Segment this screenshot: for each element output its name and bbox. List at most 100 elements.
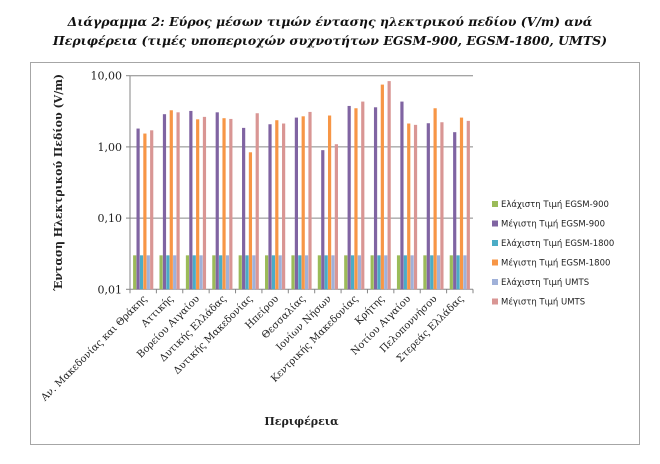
bar-6 xyxy=(150,130,154,290)
bar-1 xyxy=(370,255,374,290)
chart-title: Διάγραμμα 2: Εύρος μέσων τιμών έντασης η… xyxy=(0,12,660,50)
bar-4 xyxy=(169,110,173,290)
bar-5 xyxy=(173,255,177,290)
y-tick-label: 0,01 xyxy=(98,283,123,296)
bar-2 xyxy=(373,107,378,290)
bar-4 xyxy=(248,152,253,290)
bar-3 xyxy=(245,255,249,290)
bar-2 xyxy=(136,128,140,290)
bar-2 xyxy=(426,123,430,290)
bar-5 xyxy=(410,255,414,290)
bar-4 xyxy=(380,84,384,290)
bar-3 xyxy=(350,255,355,290)
bar-5 xyxy=(146,255,150,290)
bar-3 xyxy=(298,255,302,290)
bar-3 xyxy=(430,255,434,290)
legend-swatch xyxy=(492,259,498,266)
bar-3 xyxy=(271,255,276,290)
legend-swatch xyxy=(492,298,498,305)
bar-6 xyxy=(413,124,418,290)
bar-1 xyxy=(291,255,295,290)
legend-label: Ελάχιστη Τιμή UMTS xyxy=(501,278,589,288)
bar-4 xyxy=(459,117,464,290)
bar-2 xyxy=(242,127,246,290)
legend-label: Μέγιστη Τιμή EGSM-900 xyxy=(501,219,605,230)
bar-1 xyxy=(212,255,216,290)
bar-3 xyxy=(166,255,170,290)
legend-label: Μέγιστη Τιμή EGSM-1800 xyxy=(501,258,610,269)
legend-label: Ελάχιστη Τιμή EGSM-900 xyxy=(501,200,609,210)
bar-1 xyxy=(396,255,401,290)
bar-4 xyxy=(196,119,200,290)
bar-5 xyxy=(252,255,256,290)
x-axis-title: Περιφέρεια xyxy=(264,415,339,428)
bar-3 xyxy=(377,255,381,290)
y-axis-title: Ένταση Ηλεκτρικού Πεδίου (V/m) xyxy=(52,74,65,292)
bar-6 xyxy=(308,111,312,290)
bar-5 xyxy=(199,255,203,290)
bar-6 xyxy=(334,144,338,290)
bar-4 xyxy=(327,115,332,290)
bar-1 xyxy=(317,255,321,290)
bar-5 xyxy=(331,255,335,290)
bar-3 xyxy=(324,255,328,290)
bar-5 xyxy=(436,255,441,290)
bar-2 xyxy=(162,114,167,290)
bar-1 xyxy=(185,255,190,290)
bar-6 xyxy=(202,116,207,290)
bar-4 xyxy=(275,120,279,290)
bar-2 xyxy=(321,150,325,290)
bar-2 xyxy=(347,105,351,290)
bar-6 xyxy=(361,101,365,290)
bar-2 xyxy=(268,124,272,290)
bar-3 xyxy=(139,255,144,290)
legend-label: Μέγιστη Τιμή UMTS xyxy=(501,297,585,308)
bar-6 xyxy=(440,122,444,290)
bar-6 xyxy=(466,120,470,290)
bar-3 xyxy=(219,255,223,290)
bar-1 xyxy=(265,255,269,290)
bar-1 xyxy=(449,255,453,290)
bar-6 xyxy=(176,112,180,290)
bar-1 xyxy=(344,255,348,290)
bar-2 xyxy=(215,112,219,290)
bar-6 xyxy=(229,118,233,290)
bar-2 xyxy=(189,110,193,290)
bar-3 xyxy=(456,255,460,290)
bar-4 xyxy=(407,123,411,290)
bar-1 xyxy=(238,255,242,290)
legend-swatch xyxy=(492,240,498,246)
chart-title-line2: Περιφέρεια (τιμές υποπεριοχών συχνοτήτων… xyxy=(52,33,608,48)
bar-5 xyxy=(225,255,230,290)
bar-4 xyxy=(433,108,437,290)
legend-swatch xyxy=(492,220,498,227)
bar-6 xyxy=(282,123,286,290)
legend-swatch xyxy=(492,279,498,285)
bar-1 xyxy=(159,255,163,290)
bar-5 xyxy=(305,255,309,290)
bar-4 xyxy=(354,108,358,290)
bar-3 xyxy=(403,255,407,290)
chart-frame xyxy=(30,62,640,445)
bar-5 xyxy=(357,255,361,290)
bar-1 xyxy=(423,255,427,290)
legend-swatch xyxy=(492,201,498,207)
bar-3 xyxy=(192,255,196,290)
bar-5 xyxy=(278,255,282,290)
legend-label: Ελάχιστη Τιμή EGSM-1800 xyxy=(501,239,614,249)
bar-5 xyxy=(463,255,467,290)
bar-4 xyxy=(222,118,226,290)
bar-2 xyxy=(400,101,404,290)
y-tick-label: 10,00 xyxy=(91,70,123,83)
bar-5 xyxy=(384,255,388,290)
bar-1 xyxy=(133,255,137,290)
x-tick-label: Αν. Μακεδονίας και Θράκης xyxy=(39,293,150,404)
bar-6 xyxy=(387,81,391,290)
bar-6 xyxy=(255,113,259,290)
bar-4 xyxy=(143,133,147,290)
bar-4 xyxy=(301,116,305,290)
y-tick-label: 1,00 xyxy=(98,141,123,154)
chart-title-line1: Διάγραμμα 2: Εύρος μέσων τιμών έντασης η… xyxy=(67,14,593,29)
bar-2 xyxy=(294,117,298,290)
